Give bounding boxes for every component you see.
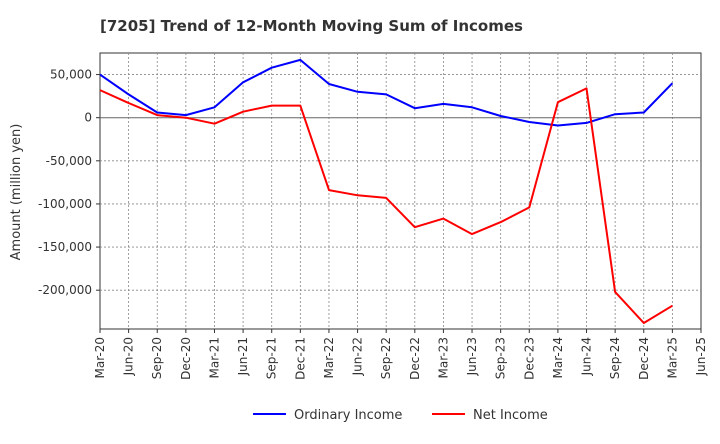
x-tick-label: Jun-20 — [122, 337, 136, 376]
x-tick-label: Jun-21 — [236, 337, 250, 376]
legend: Ordinary Income Net Income — [253, 408, 548, 423]
plot-area — [99, 52, 702, 330]
legend-label: Ordinary Income — [294, 408, 402, 423]
x-tick-label: Jun-24 — [580, 337, 594, 376]
x-tick-label: Mar-25 — [665, 337, 679, 378]
y-tick-labels: 50,000 0 -50,000 -100,000 -150,000 -200,000 — [38, 68, 100, 297]
y-tick-label: -100,000 — [38, 197, 92, 211]
x-tick-label: Sep-23 — [494, 337, 508, 379]
x-tick-label: Jun-25 — [694, 337, 708, 376]
x-tick-label: Sep-21 — [265, 337, 279, 379]
x-tick-label: Jun-22 — [351, 337, 365, 376]
y-tick-label: -150,000 — [38, 240, 92, 254]
y-tick-label: 50,000 — [50, 68, 92, 82]
x-tick-label: Mar-21 — [208, 337, 222, 378]
x-tick-label: Mar-20 — [93, 337, 107, 378]
chart-title: [7205] Trend of 12-Month Moving Sum of I… — [100, 17, 523, 35]
y-tick-label: 0 — [84, 111, 92, 125]
series-layer — [99, 58, 674, 324]
x-tick-label: Mar-23 — [436, 337, 450, 378]
x-tick-labels: Mar-20 Jun-20 Sep-20 Dec-20 Mar-21 Jun-21 Sep-… — [93, 329, 708, 380]
x-tick-label: Dec-23 — [522, 337, 536, 380]
x-tick-label: Sep-20 — [150, 337, 164, 379]
x-tick-label: Dec-21 — [293, 337, 307, 380]
grid-lines — [100, 53, 701, 329]
x-tick-label: Dec-20 — [179, 337, 193, 380]
x-tick-label: Sep-24 — [608, 337, 622, 379]
x-tick-label: Sep-22 — [379, 337, 393, 379]
y-axis-label: Amount (million yen) — [9, 124, 24, 261]
x-tick-label: Dec-22 — [408, 337, 422, 380]
x-tick-label: Jun-23 — [465, 337, 479, 376]
series-line-net-income — [99, 87, 673, 324]
y-tick-label: -50,000 — [46, 154, 92, 168]
x-tick-label: Dec-24 — [637, 337, 651, 380]
y-tick-label: -200,000 — [38, 283, 92, 297]
x-tick-label: Mar-24 — [551, 337, 565, 378]
series-line-ordinary-income — [99, 58, 674, 127]
x-tick-label: Mar-22 — [322, 337, 336, 378]
legend-label: Net Income — [473, 408, 548, 423]
